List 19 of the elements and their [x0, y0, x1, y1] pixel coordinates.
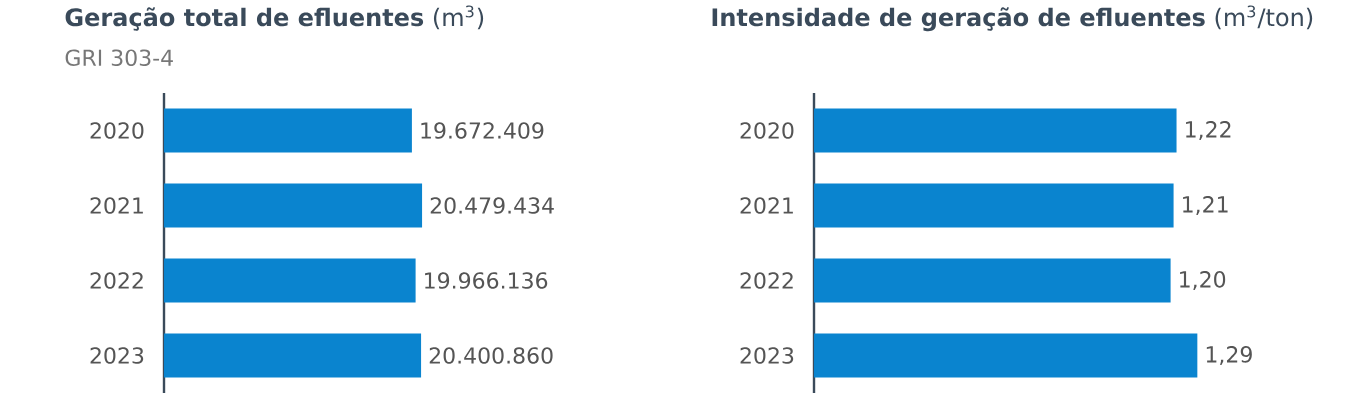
chart-subtitle: GRI 303-4	[65, 49, 173, 67]
y-tick-label: 2020	[90, 122, 144, 139]
y-tick-label: 2023	[740, 347, 794, 364]
y-tick-label: 2021	[740, 197, 793, 214]
data-label: 20.479.434	[430, 197, 554, 214]
y-tick-label: 2023	[90, 347, 144, 364]
data-label: 1,22	[1186, 121, 1231, 140]
data-label: 1,20	[1180, 271, 1226, 290]
y-tick-label: 2022	[740, 272, 793, 289]
chart-title: Intensidade de geração de efluentes (m$^{3}$/ton)	[712, 5, 1313, 32]
y-tick-label: 2020	[740, 122, 794, 139]
y-tick-label: 2022	[90, 272, 143, 289]
data-label: 20.400.860	[429, 347, 553, 364]
data-label: 1,29	[1206, 346, 1252, 365]
chart-title: Geração total de efluentes (m$^{3}$)	[65, 5, 484, 31]
data-label: 19.672.409	[421, 122, 544, 139]
data-label: 1,21	[1183, 196, 1228, 215]
data-label: 19.966.136	[425, 272, 548, 289]
y-tick-label: 2021	[90, 197, 143, 214]
